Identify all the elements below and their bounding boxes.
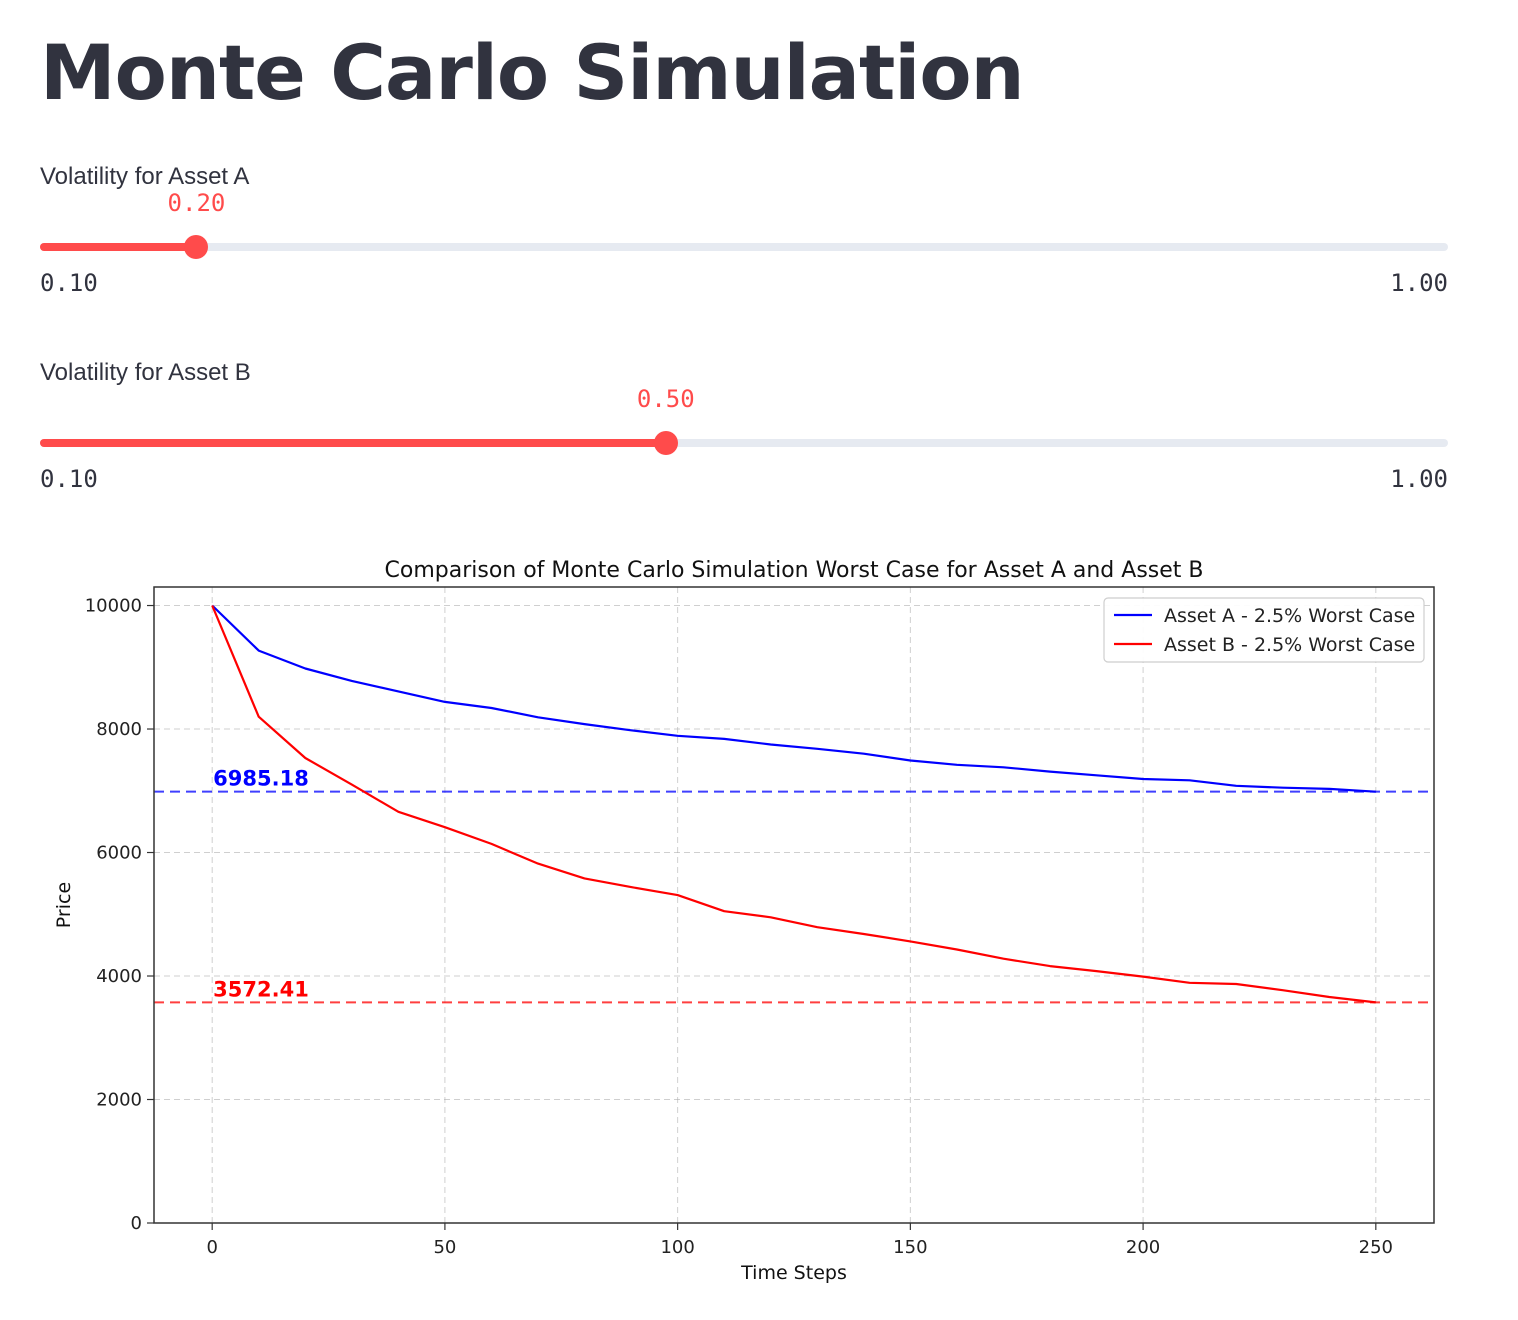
volatility-a-track[interactable]	[40, 243, 1448, 251]
x-axis-label: Time Steps	[740, 1262, 847, 1284]
y-axis-label: Price	[53, 882, 75, 928]
y-tick-label: 8000	[96, 719, 142, 740]
volatility-b-max: 1.00	[1390, 465, 1448, 493]
volatility-b-value: 0.50	[636, 385, 695, 413]
x-tick-label: 100	[660, 1237, 694, 1258]
volatility-b-min: 0.10	[40, 465, 98, 493]
chart-container: 6985.18 3572.41 0 50 100 150 200 250 0 2000 4000 60…	[0, 540, 1518, 1320]
x-tick-label: 50	[433, 1237, 456, 1258]
reference-label: 6985.18	[213, 767, 309, 791]
series-line	[211, 604, 1376, 793]
volatility-a-min: 0.10	[40, 269, 98, 297]
y-tick-label: 6000	[96, 843, 142, 864]
volatility-a-max: 1.00	[1390, 269, 1448, 297]
page-title: Monte Carlo Simulation	[40, 28, 1025, 117]
plot-frame	[153, 586, 1435, 1224]
volatility-a-label: Volatility for Asset A	[40, 163, 250, 190]
series-line	[211, 605, 1376, 1004]
x-tick-label: 200	[1126, 1237, 1160, 1258]
volatility-b-label: Volatility for Asset B	[40, 359, 251, 386]
volatility-b-fill	[40, 439, 666, 447]
y-tick-label: 10000	[85, 596, 142, 617]
legend-entry: Asset B - 2.5% Worst Case	[1164, 634, 1415, 656]
x-tick-label: 250	[1359, 1237, 1393, 1258]
volatility-a-slider[interactable]: Volatility for Asset A 0.20 0.10 1.00	[40, 162, 1448, 322]
plot-area	[154, 587, 1434, 1223]
legend-box	[1103, 597, 1425, 663]
y-tick-label: 0	[131, 1213, 142, 1234]
volatility-a-fill	[40, 243, 197, 251]
volatility-b-track[interactable]	[40, 439, 1448, 447]
y-tick-label: 4000	[96, 966, 142, 987]
volatility-b-slider[interactable]: Volatility for Asset B 0.50 0.10 1.00	[40, 358, 1448, 518]
reference-label: 3572.41	[213, 977, 309, 1001]
y-tick-label: 2000	[96, 1090, 142, 1111]
worst-case-chart: 6985.18 3572.41 0 50 100 150 200 250 0 2000 4000 60…	[53, 558, 1435, 1284]
volatility-b-thumb[interactable]	[653, 431, 678, 455]
volatility-a-thumb[interactable]	[184, 235, 209, 259]
chart-title: Comparison of Monte Carlo Simulation Wor…	[385, 558, 1204, 583]
x-tick-label: 150	[893, 1237, 927, 1258]
volatility-a-value: 0.20	[167, 189, 226, 217]
x-tick-label: 0	[206, 1237, 217, 1258]
legend-entry: Asset A - 2.5% Worst Case	[1164, 605, 1415, 627]
